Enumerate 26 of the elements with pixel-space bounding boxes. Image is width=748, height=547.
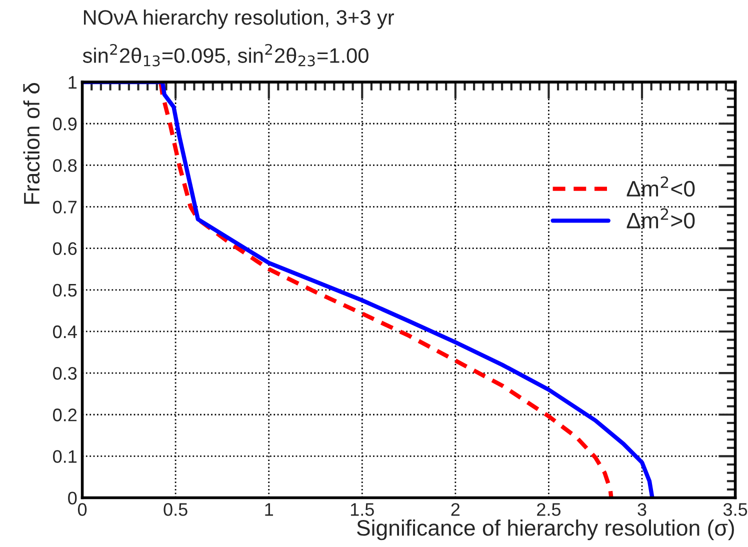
legend-label: Δm$^{2}$>0 [626, 208, 695, 228]
x-tick-label: 0.5 [164, 503, 188, 516]
y-tick-label: 0 [68, 492, 77, 504]
x-tick-label: 2 [451, 503, 460, 516]
legend-label: Δm$^{2}$<0 [626, 176, 695, 197]
y-tick-label: 0.2 [53, 408, 77, 422]
x-tick-label: 3 [638, 503, 646, 516]
x-axis-title: Significance of hierarchy resolution (σ) [357, 519, 734, 540]
line-series [158, 82, 614, 498]
x-tick-label: 0 [78, 503, 87, 516]
chart-title: NOνA hierarchy resolution, 3+3 yr [84, 10, 394, 29]
x-tick-label: 1 [265, 503, 273, 516]
y-tick-label: 0.5 [53, 284, 77, 297]
text: sin$^{2}$2θ$_{13}$=0.095, sin$^{2}$2θ$_{23}$=1.00 [82, 44, 368, 66]
y-tick-label: 0.9 [53, 118, 77, 130]
y-axis-title: Fraction of δ [23, 82, 40, 204]
y-tick-label: 0.8 [53, 159, 77, 172]
y-tick-label: 0.7 [53, 200, 77, 214]
y-tick-label: 0.1 [53, 450, 77, 463]
x-tick-label: 3.5 [723, 503, 748, 516]
x-tick-label: 2.5 [537, 503, 561, 516]
y-tick-label: 0.4 [53, 325, 77, 338]
x-tick-label: 1.5 [350, 503, 374, 516]
y-tick-label: 0.3 [53, 366, 77, 380]
y-tick-label: 0.6 [53, 242, 77, 256]
y-tick-label: 1 [68, 76, 77, 89]
